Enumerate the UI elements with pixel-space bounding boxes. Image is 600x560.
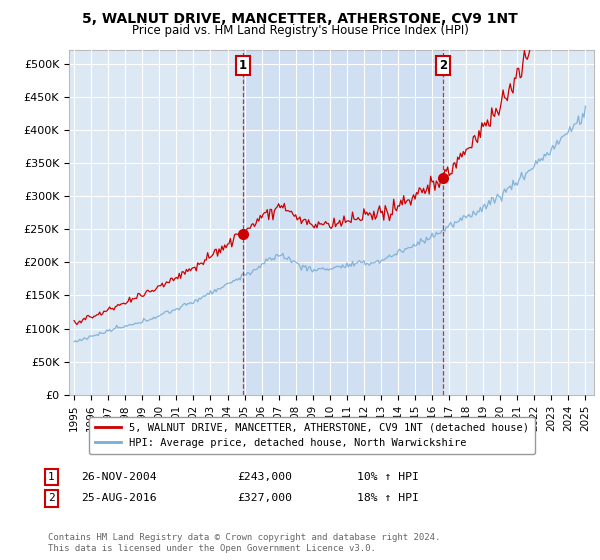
- Text: 2: 2: [439, 59, 447, 72]
- Text: 25-AUG-2016: 25-AUG-2016: [81, 493, 157, 503]
- Text: 26-NOV-2004: 26-NOV-2004: [81, 472, 157, 482]
- Text: Contains HM Land Registry data © Crown copyright and database right 2024.
This d: Contains HM Land Registry data © Crown c…: [48, 533, 440, 553]
- Text: Price paid vs. HM Land Registry's House Price Index (HPI): Price paid vs. HM Land Registry's House …: [131, 24, 469, 36]
- Text: £243,000: £243,000: [237, 472, 292, 482]
- Text: 5, WALNUT DRIVE, MANCETTER, ATHERSTONE, CV9 1NT: 5, WALNUT DRIVE, MANCETTER, ATHERSTONE, …: [82, 12, 518, 26]
- Text: 10% ↑ HPI: 10% ↑ HPI: [357, 472, 419, 482]
- Text: 2: 2: [48, 493, 55, 503]
- Text: 1: 1: [239, 59, 247, 72]
- Text: £327,000: £327,000: [237, 493, 292, 503]
- Text: 18% ↑ HPI: 18% ↑ HPI: [357, 493, 419, 503]
- Legend: 5, WALNUT DRIVE, MANCETTER, ATHERSTONE, CV9 1NT (detached house), HPI: Average p: 5, WALNUT DRIVE, MANCETTER, ATHERSTONE, …: [89, 417, 535, 454]
- Text: 1: 1: [48, 472, 55, 482]
- Bar: [243, 50, 443, 395]
